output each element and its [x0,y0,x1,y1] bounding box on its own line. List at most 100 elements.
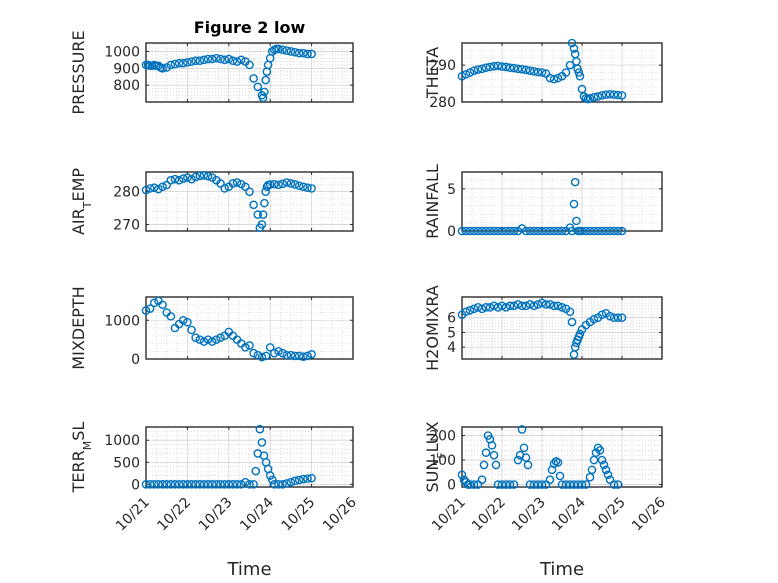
data-point [477,304,487,314]
x-tick-label: 10/26 [320,494,360,534]
data-point [493,61,503,71]
data-point [501,480,511,489]
data-point [533,226,543,236]
y-tick-label: 280 [429,95,456,111]
data-point [613,226,623,236]
data-point [249,74,258,83]
data-point [232,480,242,489]
data-point [224,480,234,489]
y-tick-label: 280 [113,185,140,201]
data-point [224,54,234,64]
data-point [282,479,292,488]
x-tick-label: 10/21 [429,495,469,535]
y-tick-label: 1000 [104,433,140,449]
data-point [236,480,246,489]
data-point [473,226,483,236]
y-axis-label: TERRMSL [69,422,94,494]
data-point [203,480,213,489]
data-point [549,226,559,236]
data-point [549,301,559,311]
data-point [585,226,595,236]
data-point [303,351,312,361]
data-point [585,94,595,103]
data-point [477,226,487,236]
data-point [617,91,627,100]
data-point [465,226,475,236]
data-point [497,226,507,236]
axes-background [145,42,354,103]
data-point [195,335,205,344]
data-point [195,480,205,489]
data-point [249,480,258,489]
data-point [178,480,188,489]
data-point [249,348,258,358]
data-point [465,68,475,77]
data-point [529,480,539,489]
data-point [593,443,603,453]
data-point [525,480,535,489]
data-point [199,480,209,489]
data-point [245,341,254,350]
axes-rainfall: 0 5 RAINFALL [423,164,663,240]
data-point [158,182,167,192]
data-point [541,226,551,236]
data-point [519,443,529,453]
data-point [509,480,519,489]
data-point [195,56,205,66]
data-point [461,307,471,317]
data-point [521,65,531,75]
data-point [145,184,155,193]
data-point [255,424,265,434]
data-point [575,329,585,339]
data-point [505,63,515,73]
y-tick-label: 1000 [104,313,140,329]
data-point [207,337,217,346]
axes-terr-msl: 0 500 1000 TERRMSL 10/21 10/22 10/23 10/24 10/25… [69,422,360,580]
data-point [216,54,225,64]
data-point [183,317,192,327]
data-point [589,226,599,236]
data-point [605,89,615,99]
data-point [517,64,527,74]
data-point [260,87,269,97]
data-point [561,68,571,77]
data-point [170,174,180,184]
data-point [278,179,287,189]
data-point [581,226,591,236]
data-point [609,226,619,236]
data-point [278,480,287,489]
data-point [170,59,180,69]
data-point [216,179,225,188]
data-point [573,64,582,74]
data-point [232,178,242,187]
x-tick-label: 10/22 [469,495,509,535]
data-point [258,93,268,103]
data-point [220,480,229,489]
chart-title: Figure 2 low [194,18,306,37]
data-point [597,226,607,236]
data-point [549,74,559,84]
data-point [183,480,192,489]
y-tick-label: 290 [429,58,456,74]
data-point [199,337,209,346]
data-point [170,480,180,489]
data-point [573,480,583,489]
y-axis-label: SUNFLUX [423,421,448,492]
data-point [212,335,221,344]
data-point [505,226,515,236]
data-point [183,58,192,67]
data-point [294,181,304,191]
data-point [274,44,283,54]
data-point [166,60,176,70]
data-point [166,480,176,489]
data-point [501,303,511,312]
y-tick-label: 0 [131,477,140,493]
y-axis-label: H2OMIXRA [423,285,442,371]
data-point [212,53,221,63]
data-point [294,475,304,485]
data-point [290,351,300,361]
y-axis-label: RAINFALL [423,164,442,239]
data-point [570,342,580,352]
data-point [473,303,483,312]
